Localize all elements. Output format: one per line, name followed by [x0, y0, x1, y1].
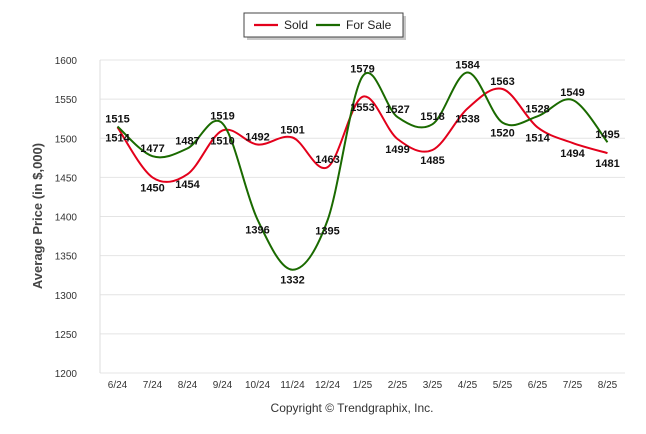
legend-label-for-sale: For Sale: [346, 18, 392, 32]
copyright-text: Copyright © Trendgraphix, Inc.: [271, 401, 434, 415]
data-label-sold: 1454: [175, 179, 200, 191]
data-label-for-sale: 1477: [140, 143, 164, 155]
y-tick-label: 1350: [55, 252, 78, 263]
x-tick-label: 1/25: [353, 380, 373, 391]
data-label-for-sale: 1495: [595, 129, 619, 141]
data-label-sold: 1463: [315, 154, 339, 166]
y-tick-label: 1550: [55, 95, 78, 106]
x-tick-label: 7/25: [563, 380, 583, 391]
data-label-sold: 1514: [525, 132, 550, 144]
y-tick-label: 1600: [55, 56, 78, 67]
x-tick-label: 12/24: [315, 380, 340, 391]
y-tick-label: 1450: [55, 173, 78, 184]
data-label-sold: 1538: [455, 114, 479, 126]
x-tick-label: 5/25: [493, 380, 513, 391]
y-tick-label: 1250: [55, 330, 78, 341]
series-line-for-sale: [116, 71, 609, 271]
x-tick-label: 4/25: [458, 380, 478, 391]
data-label-for-sale: 1579: [350, 63, 374, 75]
data-label-for-sale: 1584: [455, 60, 480, 72]
x-tick-label: 8/24: [178, 380, 198, 391]
x-tick-label: 6/25: [528, 380, 548, 391]
data-label-for-sale: 1527: [385, 104, 409, 116]
data-label-sold: 1553: [350, 102, 374, 114]
series-line-sold: [116, 87, 608, 183]
x-axis-ticks: 6/24 7/24 8/24 9/24 10/24 11/24 12/24 1/25 2/25 3…: [108, 380, 618, 391]
data-label-for-sale: 1528: [525, 103, 549, 115]
legend: Sold For Sale: [243, 12, 406, 40]
data-label-for-sale: 1518: [420, 111, 444, 123]
data-label-sold: 1499: [385, 144, 409, 156]
y-axis-title: Average Price (in $,000): [30, 143, 45, 289]
data-label-sold: 1492: [245, 132, 269, 144]
data-label-sold: 1563: [490, 76, 514, 88]
x-tick-label: 7/24: [143, 380, 163, 391]
x-tick-label: 11/24: [280, 380, 305, 391]
data-label-for-sale: 1520: [490, 128, 514, 140]
x-tick-label: 10/24: [245, 380, 270, 391]
y-axis-ticks: 1200 1250 1300 1350 1400 1450 1500 1550 1600: [55, 56, 78, 380]
data-label-sold: 1501: [280, 124, 304, 136]
data-label-for-sale: 1515: [105, 114, 129, 126]
y-tick-label: 1500: [55, 134, 78, 145]
data-label-for-sale: 1487: [175, 135, 199, 147]
x-tick-label: 6/24: [108, 380, 128, 391]
y-tick-label: 1300: [55, 291, 78, 302]
data-label-sold: 1450: [140, 182, 164, 194]
data-label-sold: 1514: [105, 132, 130, 144]
data-label-for-sale: 1519: [210, 110, 234, 122]
x-tick-label: 2/25: [388, 380, 408, 391]
y-tick-label: 1400: [55, 213, 78, 224]
grid-lines: [99, 59, 625, 374]
data-label-for-sale: 1396: [245, 225, 269, 237]
x-tick-label: 3/25: [423, 380, 443, 391]
data-label-sold: 1485: [420, 155, 444, 167]
data-label-for-sale: 1395: [315, 225, 339, 237]
legend-label-sold: Sold: [284, 18, 308, 32]
data-label-sold: 1481: [595, 158, 619, 170]
data-label-for-sale: 1332: [280, 275, 304, 287]
x-tick-label: 8/25: [598, 380, 618, 391]
x-tick-label: 9/24: [213, 380, 233, 391]
series-lines: [116, 71, 609, 271]
data-label-sold: 1494: [560, 148, 585, 160]
y-tick-label: 1200: [55, 369, 78, 380]
data-labels: 1514 1515 1450 1477 1454 1487 1510 1519 1492 1396…: [105, 60, 619, 287]
data-label-for-sale: 1549: [560, 87, 584, 99]
data-label-sold: 1510: [210, 135, 234, 147]
